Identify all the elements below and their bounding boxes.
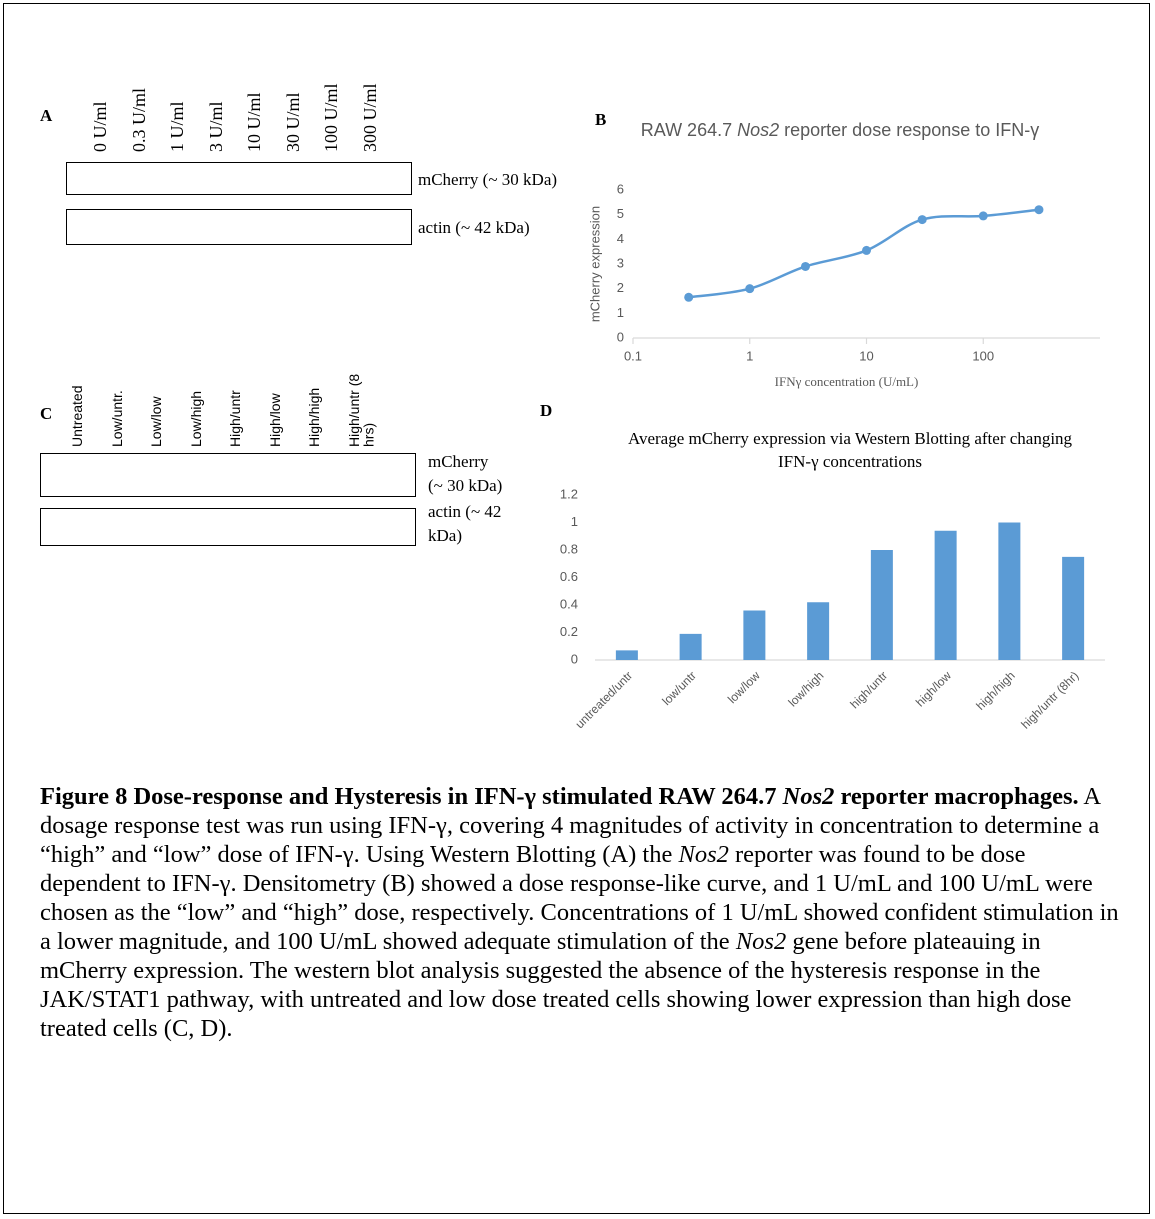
x-tick-label: 10: [859, 348, 873, 363]
lane-label: 1 U/ml: [168, 40, 187, 152]
lane-label: 100 U/ml: [322, 40, 341, 152]
y-tick-label: 1.2: [560, 486, 578, 501]
blot-box: [66, 162, 412, 195]
lane-label: 30 U/ml: [284, 40, 303, 152]
bar: [935, 531, 957, 660]
row-label: actin (~ 42 kDa): [418, 216, 598, 240]
y-tick-label: 0.8: [560, 541, 578, 556]
bar: [616, 650, 638, 660]
lane-label: 0 U/ml: [91, 40, 110, 152]
caption-run: reporter macrophages.: [834, 783, 1078, 810]
lane-label: 10 U/ml: [245, 40, 264, 152]
chart-title: Average mCherry expression via Western B…: [615, 427, 1085, 473]
data-point: [745, 284, 754, 293]
lane-label: High/high: [307, 363, 322, 447]
x-tick-label: low/low: [725, 668, 763, 706]
y-tick-label: 4: [617, 231, 624, 246]
bar: [680, 634, 702, 660]
x-tick-label: low/untr: [659, 668, 699, 708]
lane-label: 0.3 U/ml: [130, 40, 149, 152]
x-tick-label: high/low: [913, 668, 954, 709]
bar: [743, 611, 765, 661]
chart-title: RAW 264.7 Nos2 reporter dose response to…: [615, 116, 1065, 144]
y-tick-label: 1: [571, 514, 578, 529]
x-tick-label: 1: [746, 348, 753, 363]
data-point: [684, 293, 693, 302]
caption-run: Nos2: [783, 783, 835, 810]
caption-run: Nos2: [736, 928, 786, 955]
panel-letter: B: [595, 110, 606, 130]
panel-letter: A: [40, 106, 52, 126]
x-tick-label: 100: [972, 348, 994, 363]
data-point: [1034, 205, 1043, 214]
figure-caption: Figure 8 Dose-response and Hysteresis in…: [40, 782, 1128, 1043]
y-tick-label: 0.6: [560, 569, 578, 584]
panel-letter: C: [40, 404, 52, 424]
row-label: actin (~ 42 kDa): [428, 500, 506, 548]
bar: [998, 523, 1020, 661]
figure-page: 01234560.1110100IFNγ concentration (U/mL…: [0, 0, 1155, 1219]
x-tick-label: 0.1: [624, 348, 642, 363]
lane-label: Low/high: [189, 363, 204, 447]
blot-box: [66, 209, 412, 245]
lane-label: High/untr (8 hrs): [347, 363, 376, 447]
lane-label: High/low: [268, 363, 283, 447]
lane-label: Low/low: [149, 363, 164, 447]
bar: [807, 602, 829, 660]
y-tick-label: 2: [617, 280, 624, 295]
y-tick-label: 6: [617, 181, 624, 196]
blot-box: [40, 453, 416, 497]
caption-run: Figure 8 Dose-response and Hysteresis in…: [40, 783, 783, 810]
y-tick-label: 0: [617, 329, 624, 344]
row-label: mCherry (~ 30 kDa): [418, 168, 598, 192]
title-run: Nos2: [737, 120, 779, 140]
y-tick-label: 0.2: [560, 624, 578, 639]
title-run: reporter dose response to IFN-γ: [779, 120, 1039, 140]
caption-run: Nos2: [678, 841, 728, 868]
data-point: [918, 215, 927, 224]
y-tick-label: 0: [571, 651, 578, 666]
y-tick-label: 0.4: [560, 596, 578, 611]
x-axis-label: IFNγ concentration (U/mL): [775, 374, 919, 389]
x-tick-label: low/high: [785, 668, 826, 709]
bar: [871, 550, 893, 660]
data-point: [801, 262, 810, 271]
lane-label: High/untr: [228, 363, 243, 447]
row-label: mCherry (~ 30 kDa): [428, 450, 506, 498]
x-tick-label: untreated/untr: [573, 668, 636, 731]
panel-letter: D: [540, 401, 552, 421]
x-tick-label: high/untr (8hr): [1018, 668, 1081, 731]
lane-label: 300 U/ml: [361, 40, 380, 152]
lane-label: Untreated: [70, 363, 85, 447]
x-tick-label: high/high: [973, 668, 1017, 712]
data-point: [862, 246, 871, 255]
y-tick-label: 3: [617, 255, 624, 270]
lane-label: 3 U/ml: [207, 40, 226, 152]
y-tick-label: 1: [617, 305, 624, 320]
blot-box: [40, 508, 416, 546]
data-point: [979, 211, 988, 220]
bar: [1062, 557, 1084, 660]
title-run: RAW 264.7: [641, 120, 737, 140]
lane-label: Low/untr.: [110, 363, 125, 447]
y-tick-label: 5: [617, 206, 624, 221]
x-tick-label: high/untr: [847, 668, 890, 711]
